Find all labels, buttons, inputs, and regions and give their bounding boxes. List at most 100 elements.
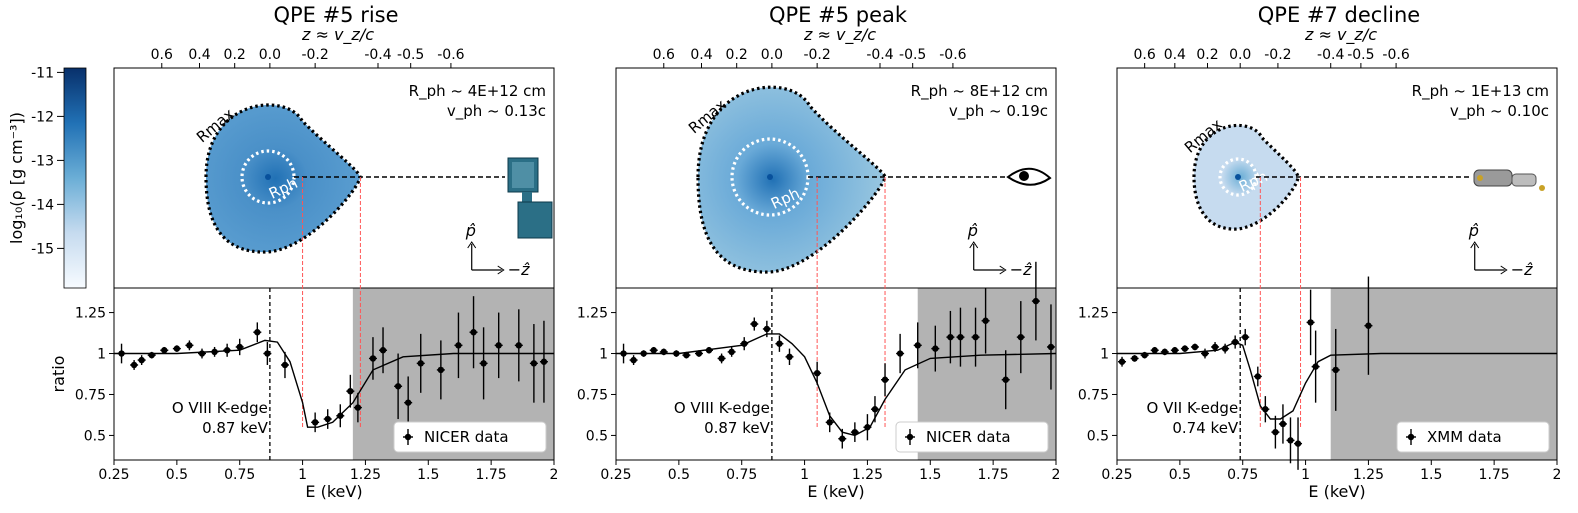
data-point (1131, 355, 1138, 362)
data-point (495, 342, 502, 349)
p-axis-label: p̂ (1468, 221, 1479, 240)
legend-box (895, 421, 1049, 453)
data-point (530, 360, 538, 367)
data-point (957, 333, 964, 341)
data-point (786, 353, 793, 360)
top-tick-label: 0.2 (1196, 47, 1218, 63)
top-axis-label: z ≈ v_z/c (1304, 25, 1377, 45)
data-point (1231, 338, 1239, 346)
data-point (404, 399, 412, 406)
data-point (776, 340, 783, 347)
legend-box (1396, 421, 1550, 453)
detector-nicer-icon (507, 157, 553, 239)
detector-eye-icon (1006, 167, 1052, 186)
data-point (1254, 373, 1262, 380)
legend-box (393, 421, 547, 453)
legend-marker (906, 433, 914, 441)
x-tick-label: 1.75 (978, 467, 1009, 483)
blob-center (767, 174, 773, 180)
bottom-axes-frame (113, 287, 555, 461)
data-point (1262, 406, 1269, 413)
rph-annotation: R_ph ~ 8E+12 cm (911, 82, 1048, 101)
colorbar-tick-label: -12 (31, 109, 54, 125)
top-tick-label: 0.4 (188, 47, 210, 63)
rmax-contour (1192, 123, 1300, 231)
data-point (130, 361, 138, 369)
legend-label: XMM data (1427, 428, 1502, 446)
colorbar-tick-label: -15 (31, 241, 54, 257)
data-point (1211, 343, 1219, 351)
top-tick-label: -0.4 (1317, 47, 1344, 63)
data-point (1118, 358, 1126, 365)
panel-title: QPE #5 peak (769, 3, 908, 27)
data-point (1032, 297, 1040, 305)
top-tick-label: 0.6 (151, 47, 173, 63)
data-point (695, 350, 703, 357)
data-point (1294, 440, 1302, 447)
x-tick-label: 1.75 (1479, 467, 1510, 483)
data-point (741, 340, 748, 347)
data-point (620, 350, 627, 357)
data-point (173, 345, 181, 352)
x-tick-label: 1.25 (350, 467, 381, 483)
colorbar-tick-label: -14 (31, 197, 54, 213)
data-point (455, 342, 462, 349)
data-point (417, 360, 424, 367)
x-tick-label: 0.5 (166, 467, 188, 483)
data-point (437, 366, 445, 374)
vph-annotation: v_ph ~ 0.19c (949, 102, 1048, 121)
z-arrow (1500, 265, 1508, 275)
data-point (982, 317, 989, 324)
top-tick-label: -0.2 (1264, 47, 1291, 63)
vph-annotation: v_ph ~ 0.13c (447, 102, 546, 121)
z-axis-label: −ẑ (1010, 260, 1032, 279)
density-blob (696, 85, 887, 274)
data-point (1279, 420, 1287, 428)
x-tick-label: 0.5 (1169, 467, 1191, 483)
data-point (947, 333, 954, 341)
x-axis-label: E (keV) (1308, 482, 1365, 501)
data-point (1151, 347, 1158, 354)
nicer-neck (522, 192, 532, 202)
y-tick-label: 1 (1100, 347, 1109, 363)
top-tick-label: 0.6 (1134, 47, 1156, 63)
xmm-dot (1477, 175, 1483, 181)
x-tick-label: 0.25 (1101, 467, 1132, 483)
data-point (1221, 345, 1229, 352)
data-point (1242, 333, 1249, 341)
colorbar-label: log₁₀(ρ [g cm⁻³]) (7, 112, 26, 244)
edge-label: O VIII K-edge (172, 399, 268, 417)
x-tick-label: 1 (298, 467, 307, 483)
top-axis-label: z ≈ v_z/c (301, 25, 374, 45)
colorbar-gradient (63, 67, 87, 289)
x-tick-label: 1.25 (1353, 467, 1384, 483)
top-tick-label: -0.6 (939, 47, 966, 63)
data-point (223, 347, 231, 354)
data-point (394, 383, 402, 390)
data-point (751, 320, 758, 328)
data-point (718, 355, 725, 362)
eye-pupil (1019, 171, 1029, 181)
top-tick-label: 0.0 (761, 47, 783, 63)
y-tick-label: 1 (599, 347, 608, 363)
top-tick-label: 0.2 (224, 47, 246, 63)
x-tick-label: 2 (1052, 467, 1061, 483)
data-point (1002, 376, 1009, 383)
data-point (1191, 343, 1199, 351)
x-tick-label: 1.5 (417, 467, 439, 483)
z-arrow (999, 265, 1007, 275)
data-point (198, 350, 206, 357)
data-point (851, 428, 859, 436)
data-point (515, 342, 522, 349)
data-point (896, 350, 904, 357)
data-point (864, 424, 871, 431)
data-point (763, 325, 771, 333)
data-point (1312, 363, 1319, 370)
data-point (1272, 428, 1279, 436)
data-point (640, 350, 647, 357)
top-tick-label: -0.5 (397, 47, 424, 63)
